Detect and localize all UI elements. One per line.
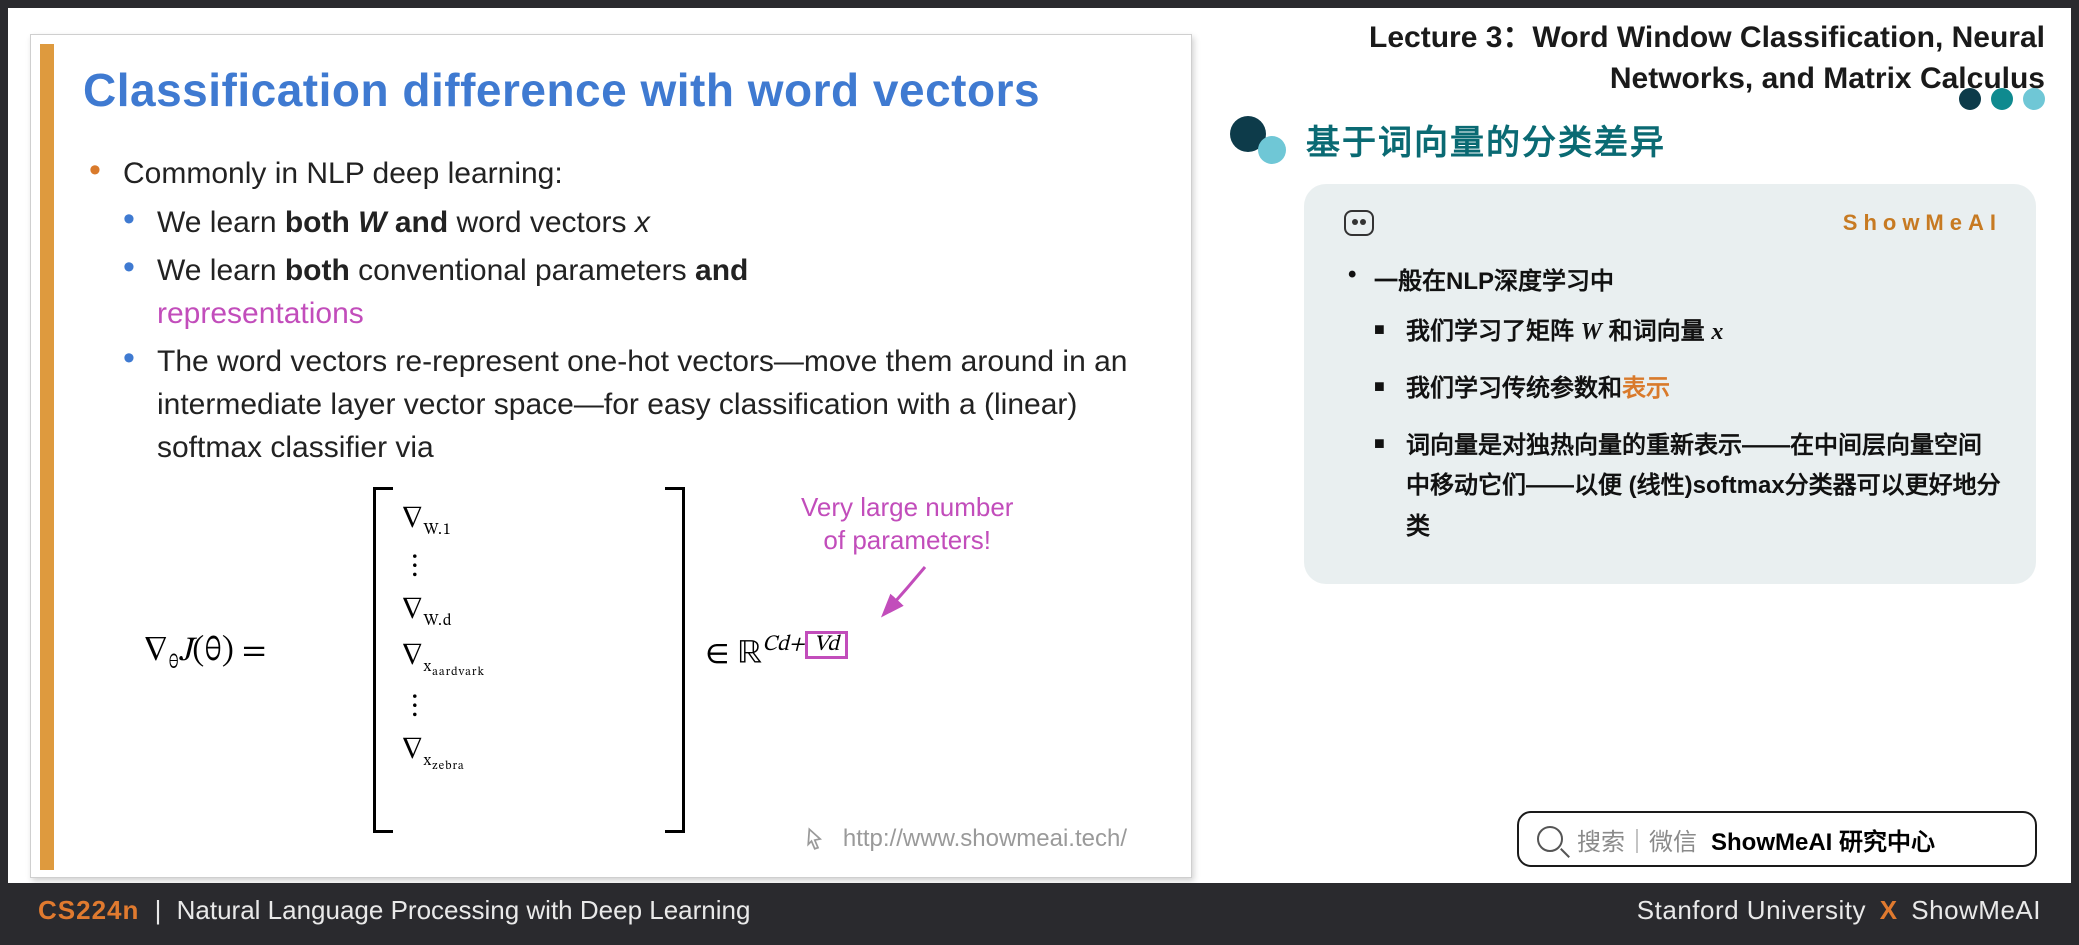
- footer-brand: ShowMeAI: [1911, 895, 2041, 925]
- card-sub-bullet: 我们学习了矩阵 W 和词向量 x: [1344, 312, 2002, 353]
- text-bold: and: [395, 206, 457, 239]
- vec-dots: ⋮: [401, 687, 485, 726]
- equation-area: ∇θJ(θ) = ∇W.1 ⋮ ∇W.d ∇xaardvark ⋮ ∇xzebr…: [83, 483, 1161, 863]
- search-icon: [1537, 826, 1563, 852]
- text: word vectors: [456, 206, 634, 239]
- slide-footer-url: http://www.showmeai.tech/: [843, 825, 1127, 853]
- slide-title: Classification difference with word vect…: [83, 63, 1161, 117]
- exp-left: Cd+: [762, 634, 804, 656]
- page-root: Classification difference with word vect…: [0, 0, 2079, 945]
- annotation-line: Very large number: [801, 491, 1013, 524]
- bullet-l2b: We learn both conventional parameters an…: [83, 250, 1161, 335]
- cursor-icon: [805, 826, 831, 852]
- text-orange: 表示: [1622, 375, 1670, 402]
- math-ital: W: [1581, 319, 1602, 345]
- slide-footer: http://www.showmeai.tech/: [805, 825, 1127, 853]
- search-box[interactable]: 搜索｜微信 ShowMeAI 研究中心: [1517, 811, 2037, 867]
- equation-rhs: ∈ ℝCd+Vd: [705, 631, 848, 676]
- text: ∈ ℝ: [705, 637, 762, 671]
- text: We learn: [157, 254, 285, 287]
- footer-course-name: Natural Language Processing with Deep Le…: [177, 895, 751, 925]
- equation-lhs: ∇θJ(θ) =: [143, 631, 266, 676]
- text-bold: and: [695, 254, 748, 287]
- footer-left: CS224n | Natural Language Processing wit…: [38, 895, 750, 926]
- exp-boxed: Vd: [805, 631, 848, 659]
- slide-card: Classification difference with word vect…: [30, 34, 1192, 878]
- text: 我们学习传统参数和: [1406, 375, 1622, 402]
- vec-row: ∇W.d: [401, 592, 485, 632]
- slide-bullets: Commonly in NLP deep learning: We learn …: [83, 153, 1161, 469]
- text-bold-ital: W: [358, 206, 395, 239]
- bullet-l2a: We learn both W and word vectors x: [83, 202, 1161, 245]
- footer-bar: CS224n | Natural Language Processing wit…: [8, 883, 2071, 937]
- text-ital: x: [635, 206, 650, 239]
- vec-row: ∇W.1: [401, 501, 485, 541]
- card-brand: ShowMeAI: [1843, 210, 2002, 236]
- dot-icon: [2023, 88, 2045, 110]
- cn-title-deco-icon: [1230, 110, 1288, 168]
- equation-vector-column: ∇W.1 ⋮ ∇W.d ∇xaardvark ⋮ ∇xzebra: [401, 495, 485, 780]
- translation-card: ShowMeAI 一般在NLP深度学习中 我们学习了矩阵 W 和词向量 x 我们…: [1304, 184, 2036, 584]
- text: 和词向量: [1602, 318, 1711, 345]
- lecture-line: Networks, and Matrix Calculus: [1205, 59, 2045, 100]
- header-dots-icon: [1959, 88, 2045, 110]
- cn-title: 基于词向量的分类差异: [1306, 115, 1666, 164]
- lecture-heading: Lecture 3：Word Window Classification, Ne…: [1205, 18, 2045, 99]
- text-pink: representations: [157, 297, 364, 330]
- robot-icon: [1344, 210, 1374, 236]
- bracket-right: [665, 487, 685, 833]
- bracket-left: [373, 487, 393, 833]
- annotation-arrow-icon: [875, 561, 935, 621]
- search-hint: 搜索｜微信: [1577, 822, 1697, 857]
- text: 我们学习了矩阵: [1406, 318, 1581, 345]
- bullet-l2c: The word vectors re-represent one-hot ve…: [83, 341, 1161, 469]
- math-ital: x: [1711, 319, 1723, 345]
- footer-university: Stanford University: [1637, 895, 1866, 925]
- text: We learn: [157, 206, 285, 239]
- footer-right: Stanford University X ShowMeAI: [1637, 895, 2041, 926]
- annotation-line: of parameters!: [801, 524, 1013, 557]
- text-bold: both: [285, 206, 358, 239]
- vec-row: ∇xaardvark: [401, 638, 485, 681]
- slide-content: Classification difference with word vect…: [83, 63, 1161, 865]
- bullet-l1: Commonly in NLP deep learning:: [83, 153, 1161, 196]
- footer-x: X: [1880, 895, 1898, 925]
- equation-annotation: Very large number of parameters!: [801, 491, 1013, 556]
- text-bold: both: [285, 254, 358, 287]
- vec-dots: ⋮: [401, 547, 485, 586]
- search-strong: ShowMeAI 研究中心: [1711, 822, 1935, 857]
- text: conventional parameters: [358, 254, 695, 287]
- slide-accent-bar: [40, 44, 54, 870]
- footer-pipe: |: [155, 895, 162, 925]
- lecture-line: Lecture 3：Word Window Classification, Ne…: [1205, 18, 2045, 59]
- dot-icon: [1991, 88, 2013, 110]
- card-sub-bullet: 词向量是对独热向量的重新表示——在中间层向量空间中移动它们——以便 (线性)so…: [1344, 426, 2002, 548]
- vec-row: ∇xzebra: [401, 732, 485, 775]
- card-top-bullet: 一般在NLP深度学习中: [1344, 261, 2002, 296]
- dot-icon: [1959, 88, 1981, 110]
- footer-course-code: CS224n: [38, 895, 139, 925]
- cn-title-wrap: 基于词向量的分类差异: [1230, 110, 1666, 168]
- card-sub-bullet: 我们学习传统参数和表示: [1344, 369, 2002, 410]
